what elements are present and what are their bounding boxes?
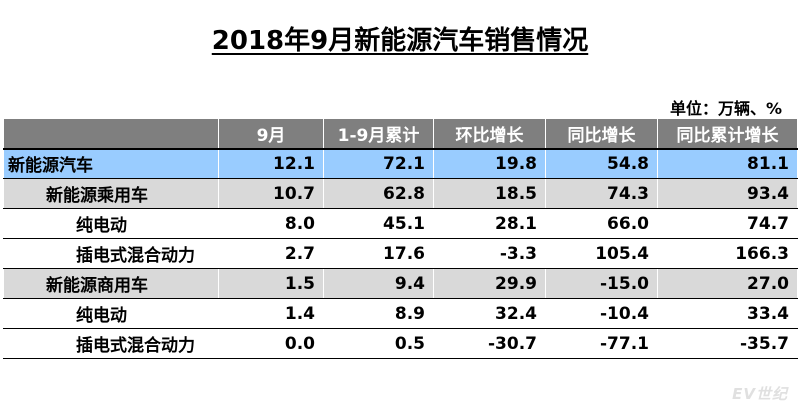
table-cell: 29.9 [433,268,546,299]
table-row: 新能源商用车 1.5 9.4 29.9 -15.0 27.0 [3,268,798,299]
column-header: 同比增长 [545,118,658,150]
column-header: 1-9月累计 [323,118,434,150]
table-cell: -35.7 [657,328,798,359]
table-cell: 1.4 [218,298,324,329]
table-cell: 54.8 [545,148,658,179]
table-cell: 32.4 [433,298,546,329]
table-cell: 10.7 [218,178,324,209]
table-cell: 45.1 [323,208,434,239]
table-cell: 74.3 [545,178,658,209]
table-cell: 74.7 [657,208,798,239]
table-cell: 0.0 [218,328,324,359]
table-cell: 93.4 [657,178,798,209]
table-row: 纯电动 8.0 45.1 28.1 66.0 74.7 [3,208,798,239]
table-cell: -3.3 [433,238,546,269]
table-cell: -10.4 [545,298,658,329]
table-cell: 1.5 [218,268,324,299]
table-cell: 166.3 [657,238,798,269]
row-label: 新能源乘用车 [3,178,219,209]
table-cell: 66.0 [545,208,658,239]
table-cell: -77.1 [545,328,658,359]
table-row: 插电式混合动力 0.0 0.5 -30.7 -77.1 -35.7 [3,328,798,359]
watermark-logo: EV世纪 [732,385,788,403]
table-cell: 81.1 [657,148,798,179]
table-cell: 105.4 [545,238,658,269]
column-header [3,118,219,150]
table-row: 新能源汽车 12.1 72.1 19.8 54.8 81.1 [3,148,798,179]
row-label: 插电式混合动力 [3,328,219,359]
table-cell: 8.0 [218,208,324,239]
table-cell: 62.8 [323,178,434,209]
table-cell: 17.6 [323,238,434,269]
table-cell: 18.5 [433,178,546,209]
row-label: 新能源商用车 [3,268,219,299]
column-header: 同比累计增长 [657,118,798,150]
table-cell: -15.0 [545,268,658,299]
page-title: 2018年9月新能源汽车销售情况 [211,26,589,56]
table-cell: 27.0 [657,268,798,299]
table-row: 插电式混合动力 2.7 17.6 -3.3 105.4 166.3 [3,238,798,269]
table-header-row: 9月 1-9月累计 环比增长 同比增长 同比累计增长 [3,118,798,150]
table-cell: 9.4 [323,268,434,299]
column-header: 环比增长 [433,118,546,150]
table-cell: 2.7 [218,238,324,269]
sales-table: 9月 1-9月累计 环比增长 同比增长 同比累计增长 新能源汽车 12.1 72… [3,118,798,359]
table-cell: 12.1 [218,148,324,179]
table-cell: 8.9 [323,298,434,329]
table-cell: 33.4 [657,298,798,329]
row-label: 新能源汽车 [3,148,219,179]
column-header: 9月 [218,118,324,150]
table-cell: 19.8 [433,148,546,179]
table-cell: -30.7 [433,328,546,359]
table-cell: 0.5 [323,328,434,359]
row-label: 纯电动 [3,208,219,239]
table-cell: 28.1 [433,208,546,239]
unit-label: 单位：万辆、% [669,99,782,118]
table-row: 新能源乘用车 10.7 62.8 18.5 74.3 93.4 [3,178,798,209]
row-label: 插电式混合动力 [3,238,219,269]
row-label: 纯电动 [3,298,219,329]
table-cell: 72.1 [323,148,434,179]
table-row: 纯电动 1.4 8.9 32.4 -10.4 33.4 [3,298,798,329]
